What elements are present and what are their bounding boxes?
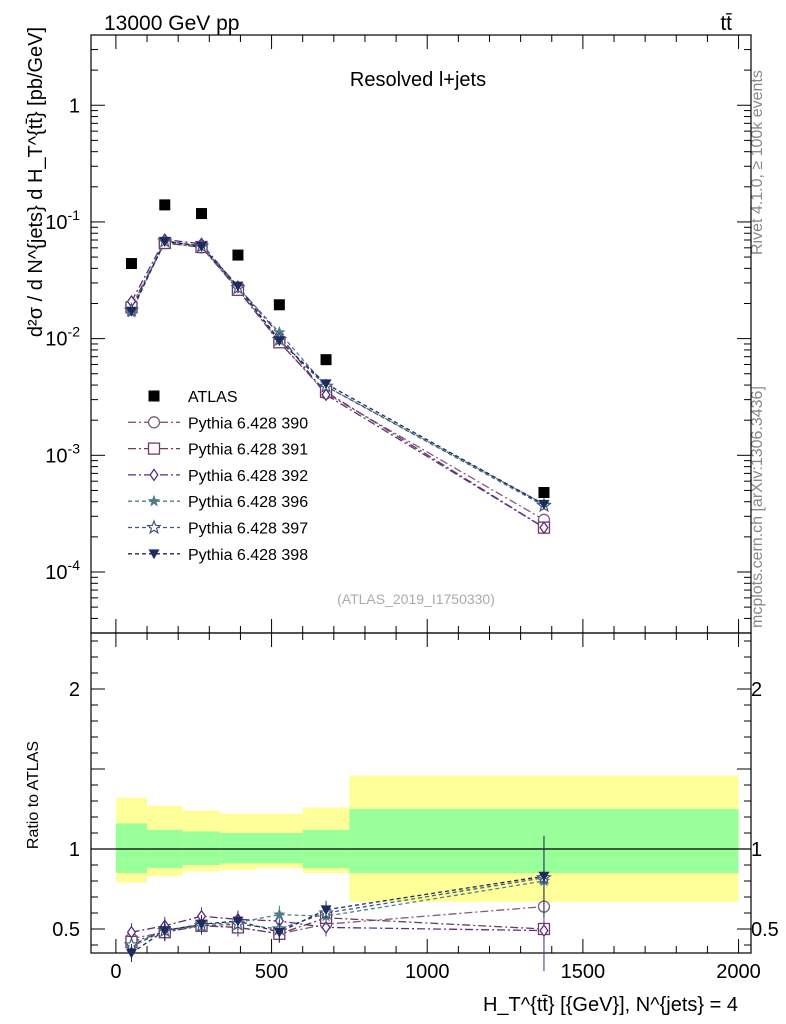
y-tick-label-base: 10 [45, 329, 67, 351]
y-tick-label: 10-1 [45, 207, 80, 234]
ratio-point [538, 871, 550, 882]
ratio-tick-label-right: 0.5 [751, 919, 779, 941]
atlas-data-point [125, 258, 137, 270]
series-point [125, 306, 137, 317]
ratio-point [320, 905, 332, 916]
plot-title: Resolved l+jets [350, 69, 486, 91]
y-tick-label-base: 10 [45, 445, 67, 467]
series-line [130, 239, 545, 505]
series-line [130, 240, 545, 505]
x-tick-label: 2000 [716, 961, 761, 983]
series-point [159, 237, 171, 247]
x-tick-label: 1500 [561, 961, 606, 983]
series-point [539, 520, 549, 535]
x-tick-label: 0 [110, 961, 121, 983]
atlas-data-point [159, 199, 171, 211]
series-point [321, 388, 331, 402]
ratio-point [196, 919, 208, 930]
series-point [273, 336, 285, 347]
energy-label: 13000 GeV pp [104, 12, 239, 35]
main-plot: 10-410-310-210-11 Resolved l+jets (ATLAS… [25, 27, 752, 634]
legend-marker [146, 519, 162, 535]
legend-label-atlas: ATLAS [188, 389, 238, 406]
ratio-frame [90, 632, 752, 954]
ratio-point [159, 926, 171, 937]
series-point [196, 241, 208, 252]
y-tick-label: 10-3 [45, 440, 80, 467]
y-tick-label-exp: -2 [68, 324, 81, 340]
stat-uncertainty-band [220, 833, 256, 864]
stat-uncertainty-band [256, 833, 303, 864]
y-tick-label: 10-4 [45, 557, 80, 584]
legend: ATLAS Pythia 6.428 390 Pythia 6.428 391 Pyt… [128, 389, 308, 564]
main-frame [90, 34, 752, 634]
ratio-point [539, 923, 549, 938]
process-label: tt̄ [720, 12, 732, 35]
ratio-point [273, 927, 285, 938]
y-axis-label: d²σ / d N^{jets} d H_T^{tt̄} [pb/GeV] [25, 27, 47, 337]
legend-label: Pythia 6.428 392 [188, 468, 308, 485]
legend-marker-atlas [148, 390, 160, 402]
series-line [130, 242, 545, 529]
legend-marker [149, 468, 159, 482]
ratio-tick-label: 0.5 [52, 919, 80, 941]
analysis-id: (ATLAS_2019_I1750330) [337, 591, 495, 607]
stat-uncertainty-band [182, 831, 221, 865]
y-tick-label-exp: -1 [68, 207, 81, 223]
legend-label: Pythia 6.428 398 [188, 547, 308, 564]
legend-marker [148, 549, 160, 560]
legend-marker [147, 416, 161, 429]
ratio-point [273, 908, 286, 920]
ratio-y-axis-label: Ratio to ATLAS [25, 741, 42, 849]
legend-marker [147, 442, 161, 455]
series-point [232, 281, 244, 292]
ratio-series-line [131, 880, 545, 948]
series-point [538, 499, 550, 510]
ratio-point [321, 920, 331, 935]
y-tick-label-exp: -4 [68, 557, 81, 573]
ratio-point [232, 916, 244, 927]
x-tick-label: 1000 [405, 961, 450, 983]
atlas-data-point [232, 249, 244, 261]
series-line [130, 240, 545, 507]
x-tick-label: 500 [255, 961, 288, 983]
rivet-label: Rivet 4.1.0, ≥ 100k events [749, 70, 766, 255]
atlas-data-point [196, 208, 208, 220]
atlas-data-point [320, 354, 332, 366]
y-tick-label-base: 10 [45, 562, 67, 584]
mcplots-label: mcplots.cern.ch [arXiv:1306.3436] [749, 386, 766, 628]
legend-label: Pythia 6.428 391 [188, 442, 308, 459]
series-point [320, 379, 332, 390]
legend-label: Pythia 6.428 397 [188, 521, 308, 538]
ratio-tick-label-right: 2 [751, 679, 762, 701]
ratio-point [125, 948, 137, 959]
y-tick-label: 1 [69, 95, 80, 117]
y-tick-label: 10-2 [45, 324, 80, 351]
legend-label: Pythia 6.428 390 [188, 415, 308, 432]
ratio-plot: 0.5 0.5 1 1 2 2 Ratio to ATLAS [25, 632, 779, 972]
atlas-data-point [273, 299, 285, 311]
legend-label: Pythia 6.428 396 [188, 494, 308, 511]
atlas-data-point [538, 486, 550, 498]
stat-uncertainty-band [115, 823, 148, 873]
ratio-tick-label: 1 [69, 839, 80, 861]
ratio-tick-label: 2 [69, 679, 80, 701]
y-tick-label-base: 10 [45, 212, 67, 234]
ratio-tick-label-right: 1 [751, 839, 762, 861]
x-axis-label: H_T^{tt̄} [{GeV}], N^{jets} = 4 [483, 994, 738, 1016]
y-tick-label-exp: -3 [68, 440, 81, 456]
legend-marker [147, 494, 161, 507]
